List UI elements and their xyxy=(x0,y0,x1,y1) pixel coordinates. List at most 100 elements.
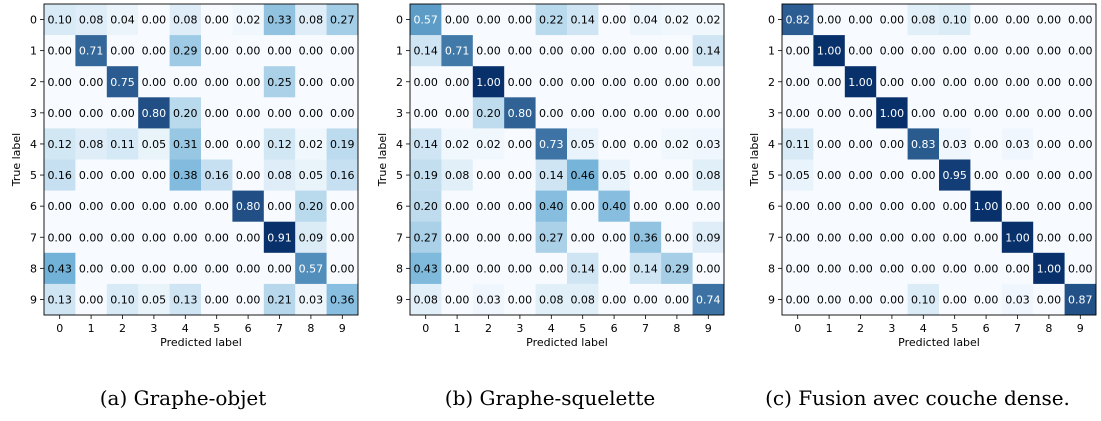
heatmap-cell xyxy=(295,252,327,285)
confusion-matrix-a: 0.10 0.08 0.04 0.00 0.08 0.00 0.02 0.33 0.08 0.27… xyxy=(10,3,359,349)
heatmap-cell xyxy=(1033,4,1065,36)
cell-value-label: 0.00 xyxy=(476,200,501,213)
heatmap-cell xyxy=(907,252,940,285)
heatmap-cell xyxy=(472,221,505,254)
cell-value-label: 0.40 xyxy=(602,200,627,213)
cell-value-label: 0.73 xyxy=(539,138,564,151)
cell-value-label: 0.36 xyxy=(330,293,355,306)
cell-value-label: 0.00 xyxy=(665,45,690,58)
y-tick-label: 8 xyxy=(396,262,403,275)
cell-value-label: 0.00 xyxy=(445,200,470,213)
cell-value-label: 0.00 xyxy=(848,262,873,275)
cell-value-label: 0.00 xyxy=(173,200,198,213)
heatmap-cell xyxy=(598,66,631,98)
heatmap-cell xyxy=(1064,4,1097,36)
x-tick-label: 6 xyxy=(983,322,990,335)
cell-value-label: 0.00 xyxy=(1068,231,1093,244)
heatmap-cell xyxy=(970,4,1003,36)
cell-value-label: 0.14 xyxy=(570,14,595,27)
heatmap-cell xyxy=(813,128,846,160)
cell-value-label: 0.00 xyxy=(848,107,873,120)
y-tick-label: 6 xyxy=(396,200,403,213)
cell-value-label: 0.05 xyxy=(299,169,324,182)
cell-values: 0.82 0.00 0.00 0.00 0.08 0.10 0.00 0.00 0.00 0.00… xyxy=(785,14,1092,307)
cell-value-label: 0.00 xyxy=(142,262,167,275)
heatmap-cell xyxy=(876,35,908,67)
cell-value-label: 0.02 xyxy=(665,14,690,27)
heatmap-cell xyxy=(598,35,631,67)
heatmap-cell xyxy=(472,159,505,191)
cell-value-label: 0.00 xyxy=(445,76,470,89)
cell-value-label: 0.80 xyxy=(508,107,533,120)
heatmap-cell xyxy=(629,97,662,129)
cell-value-label: 0.08 xyxy=(173,14,198,27)
heatmap-cell xyxy=(232,159,265,191)
heatmap-cell xyxy=(201,221,233,254)
cell-value-label: 0.14 xyxy=(413,138,438,151)
cell-value-label: 0.00 xyxy=(974,76,999,89)
heatmap-cell xyxy=(1064,252,1097,285)
cell-value-label: 0.14 xyxy=(539,169,564,182)
cell-value-label: 0.10 xyxy=(47,14,72,27)
heatmap-cell xyxy=(661,283,693,316)
cell-value-label: 0.00 xyxy=(110,107,135,120)
heatmap-cell xyxy=(907,128,940,160)
heatmap-cell xyxy=(844,221,877,254)
heatmap-cell xyxy=(844,159,877,191)
heatmap-cell xyxy=(201,35,233,67)
cell-value-label: 1.00 xyxy=(974,200,999,213)
heatmap-cell xyxy=(844,66,877,98)
confusion-matrix-c: 0.82 0.00 0.00 0.00 0.08 0.10 0.00 0.00 0.00 0.00… xyxy=(748,3,1097,349)
heatmap-cell xyxy=(782,128,814,160)
heatmap-cell xyxy=(504,4,536,36)
heatmap-cell xyxy=(692,35,725,67)
cell-value-label: 0.21 xyxy=(267,293,292,306)
heatmap-cell xyxy=(567,128,599,160)
heatmap-cell xyxy=(1064,283,1097,316)
cell-value-label: 0.10 xyxy=(942,14,967,27)
cell-value-label: 0.00 xyxy=(508,169,533,182)
cell-value-label: 0.08 xyxy=(79,14,104,27)
cell-value-label: 0.20 xyxy=(476,107,501,120)
heatmap-cell xyxy=(692,252,725,285)
heatmap-cell xyxy=(661,190,693,222)
cell-value-label: 0.00 xyxy=(942,262,967,275)
heatmap-cell xyxy=(970,66,1003,98)
cell-value-label: 0.00 xyxy=(1005,45,1030,58)
heatmap-cell xyxy=(295,97,327,129)
cell-value-label: 0.00 xyxy=(79,262,104,275)
cell-value-label: 0.08 xyxy=(570,293,595,306)
heatmap-cell xyxy=(138,252,170,285)
cell-value-label: 0.00 xyxy=(880,76,905,89)
heatmap-cell xyxy=(106,283,139,316)
heatmap-cell xyxy=(970,159,1003,191)
heatmap-cell xyxy=(661,159,693,191)
cell-value-label: 0.00 xyxy=(633,169,658,182)
cell-value-label: 0.08 xyxy=(413,293,438,306)
heatmap-cell xyxy=(138,97,170,129)
cell-value-label: 0.00 xyxy=(445,231,470,244)
heatmap-cell xyxy=(410,97,442,129)
heatmap-cell xyxy=(263,221,296,254)
heatmap-cells xyxy=(782,4,1097,316)
heatmap-cell xyxy=(535,97,568,129)
cell-value-label: 0.05 xyxy=(785,169,810,182)
cell-value-label: 0.00 xyxy=(47,45,72,58)
heatmap-cell xyxy=(1064,221,1097,254)
cell-value-label: 0.00 xyxy=(848,231,873,244)
heatmap-cell xyxy=(504,190,536,222)
heatmap-cell xyxy=(661,35,693,67)
heatmap-cell xyxy=(629,128,662,160)
cell-value-label: 0.00 xyxy=(236,293,261,306)
cell-value-label: 0.00 xyxy=(942,45,967,58)
cell-value-label: 0.08 xyxy=(696,169,721,182)
heatmap-cell xyxy=(106,252,139,285)
heatmap-cell xyxy=(876,190,908,222)
heatmap-cell xyxy=(567,4,599,36)
heatmap-cell xyxy=(782,97,814,129)
cell-value-label: 0.19 xyxy=(330,138,355,151)
heatmap-cell xyxy=(1064,159,1097,191)
cell-value-label: 0.00 xyxy=(173,76,198,89)
heatmap-cell xyxy=(907,4,940,36)
cell-value-label: 0.13 xyxy=(47,293,72,306)
